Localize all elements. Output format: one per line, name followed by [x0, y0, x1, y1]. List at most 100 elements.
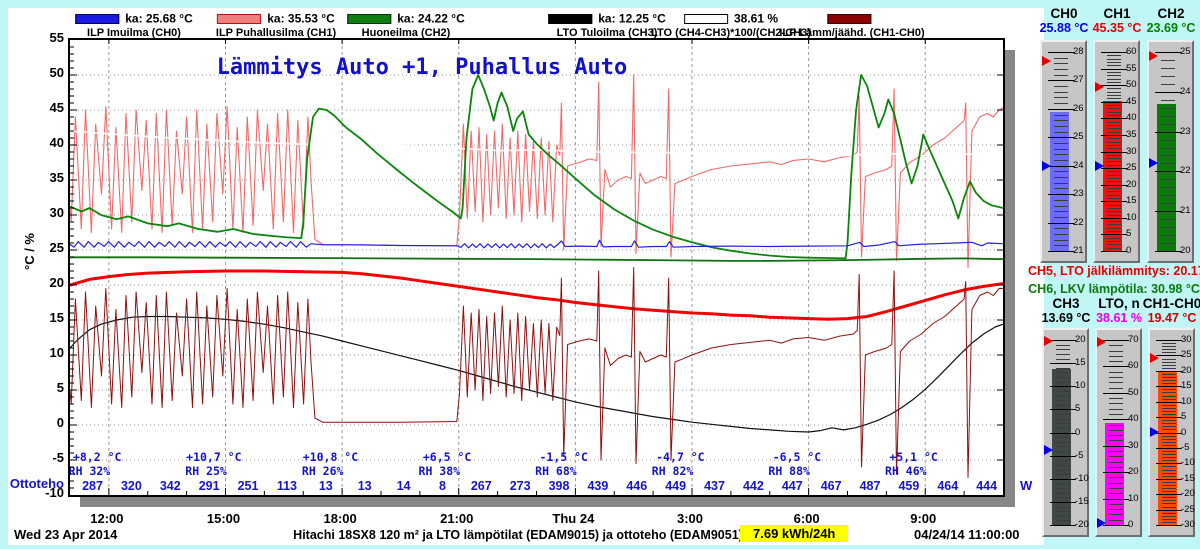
gauge-tick — [1101, 101, 1127, 103]
y-tick-label: 45 — [49, 100, 64, 115]
ottoteho-value: 342 — [160, 479, 181, 493]
gauge-tick — [1050, 386, 1076, 388]
gauge-tick — [1107, 121, 1121, 123]
gauge-tick-label: 5 — [1181, 411, 1187, 423]
gauge-tick — [1101, 134, 1127, 136]
gauge-tick — [1107, 191, 1121, 193]
plot-area[interactable]: Lämmitys Auto +1, Puhallus Auto +8,2 °C RH… — [68, 38, 1005, 497]
gauge-tick — [1162, 367, 1176, 369]
gauge-tick — [1162, 389, 1176, 391]
gauge-tick-label: 27 — [1073, 74, 1084, 86]
gauge-tick — [1109, 424, 1123, 426]
gauge-tick — [1107, 65, 1121, 67]
gauge-tick — [1162, 484, 1176, 486]
series-ch6 — [70, 74, 1003, 260]
gauge-tick-label: -5 — [1181, 441, 1190, 453]
gauge-tick — [1107, 187, 1121, 189]
gauge-tick — [1155, 52, 1181, 53]
ottoteho-value: 446 — [626, 479, 647, 493]
ottoteho-value: 13 — [358, 479, 372, 493]
gauge-tick-label: 10 — [1075, 380, 1086, 392]
gauge-tick — [1101, 201, 1127, 203]
gauge-tick — [1107, 214, 1121, 216]
series-ch1 — [70, 74, 1003, 269]
y-tick-label: 10 — [49, 345, 64, 360]
gauge-value: 23.69 °C — [1146, 21, 1196, 35]
gauge-tick — [1048, 165, 1074, 167]
gauge-tick-label: 30 — [1181, 334, 1192, 345]
gauge-tick — [1162, 343, 1176, 345]
gauge-tick-label: 23 — [1073, 188, 1084, 200]
gauge-tick — [1107, 124, 1121, 126]
x-tick-label: 3:00 — [676, 511, 704, 526]
gauge-tick — [1155, 251, 1181, 252]
gauge-tick — [1156, 447, 1182, 449]
gauge-tick — [1054, 245, 1068, 247]
gauge-tick-label: 15 — [1075, 357, 1086, 369]
gauge-tick — [1107, 115, 1121, 117]
gauge-tick — [1101, 217, 1127, 219]
gauge-tick — [1107, 108, 1121, 110]
ottoteho-value: 442 — [743, 479, 764, 493]
gauge-tick — [1054, 211, 1068, 213]
gauge-tick — [1156, 509, 1182, 511]
gauge-tick-label: -20 — [1181, 488, 1195, 500]
y-tick-label: 0 — [56, 415, 64, 430]
gauge-tick — [1101, 251, 1127, 252]
gauge-tick — [1056, 506, 1070, 508]
gauge-tick — [1056, 414, 1070, 415]
gauge-value: 13.69 °C — [1041, 311, 1091, 325]
gauge-tick — [1056, 418, 1070, 420]
gauge-tick-label: -30 — [1181, 519, 1195, 530]
gauge-tick — [1162, 451, 1176, 452]
gauge-tick — [1107, 171, 1121, 173]
gauge-tick — [1109, 398, 1123, 400]
gauge-tick — [1156, 340, 1182, 341]
gauge-tick — [1162, 398, 1176, 400]
x-tick-label: 12:00 — [90, 511, 124, 526]
gauge-tick — [1056, 390, 1070, 392]
legend-swatch-icon — [75, 13, 120, 24]
gauge-tick — [1107, 224, 1121, 226]
gauge-tick — [1162, 404, 1176, 406]
gauge-tick — [1109, 361, 1123, 363]
ottoteho-value: 439 — [587, 479, 608, 493]
gauge-tick — [1107, 174, 1121, 176]
gauge-tick — [1056, 488, 1070, 489]
gauge-tick — [1056, 469, 1070, 471]
legend-label: LTO (CH4-CH3)*100/(CH2-CH3) — [651, 27, 811, 39]
gauge-ch0: 21 22 23 24 25 26 27 28 — [1040, 40, 1087, 263]
series-ch0 — [70, 239, 1003, 249]
gauge-tick — [1162, 460, 1176, 462]
ottoteho-value: 251 — [238, 479, 259, 493]
gauge-tick — [1109, 429, 1123, 431]
gauge-tick-label: 60 — [1128, 360, 1139, 372]
gauge-tick — [1054, 171, 1068, 173]
gauge-tick-label: -10 — [1075, 472, 1089, 484]
gauge-tick — [1162, 454, 1176, 456]
gauge-tick-label: 24 — [1180, 85, 1191, 97]
max-marker-icon — [1042, 55, 1051, 66]
gauge-value: 25.88 °C — [1039, 21, 1089, 35]
gauge-tick — [1107, 88, 1121, 90]
gauge-tick — [1162, 407, 1176, 409]
min-marker-icon — [1150, 426, 1159, 437]
gauge-tick — [1054, 188, 1068, 190]
annotation-temp: -1,5 °C — [539, 450, 588, 464]
gauge-tick — [1054, 120, 1068, 122]
annotation-temp: -4,7 °C — [656, 450, 705, 464]
gauge-tick — [1101, 168, 1127, 170]
gauge-tick — [1161, 179, 1175, 181]
gauge-tick-label: 20 — [1128, 466, 1139, 478]
gauge-tick-label: 23 — [1180, 125, 1191, 137]
gauge-tick-label: 50 — [1126, 79, 1137, 91]
gauge-tick — [1107, 95, 1121, 97]
gauge-tick — [1156, 432, 1182, 434]
gauge-tick — [1107, 247, 1121, 249]
gauge-tick — [1101, 151, 1127, 153]
gauge-tick-label: 20 — [1180, 245, 1191, 256]
gauge-tick — [1107, 197, 1121, 199]
gauge-tick — [1161, 187, 1175, 189]
gauge-tick — [1101, 118, 1127, 120]
gauge-tick — [1050, 432, 1076, 434]
